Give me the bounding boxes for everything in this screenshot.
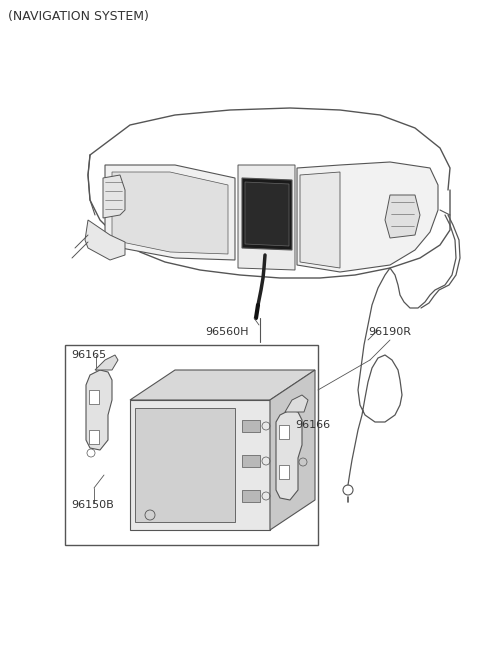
Polygon shape bbox=[238, 165, 295, 270]
Polygon shape bbox=[112, 172, 228, 254]
Circle shape bbox=[178, 183, 212, 217]
Text: 96190R: 96190R bbox=[368, 327, 411, 337]
Bar bbox=[242, 420, 260, 432]
Polygon shape bbox=[276, 410, 302, 500]
Polygon shape bbox=[285, 395, 308, 412]
Circle shape bbox=[123, 183, 167, 227]
Polygon shape bbox=[297, 162, 438, 272]
Polygon shape bbox=[245, 182, 289, 246]
Polygon shape bbox=[86, 370, 112, 450]
Bar bbox=[279, 425, 289, 439]
Polygon shape bbox=[300, 172, 340, 268]
Text: 96165: 96165 bbox=[71, 350, 106, 360]
Bar bbox=[89, 390, 99, 404]
Polygon shape bbox=[95, 355, 118, 370]
Bar bbox=[135, 408, 235, 522]
Bar bbox=[279, 465, 289, 479]
Polygon shape bbox=[385, 195, 420, 238]
Text: 96150B: 96150B bbox=[71, 500, 114, 510]
Bar bbox=[89, 430, 99, 444]
Bar bbox=[65, 345, 318, 545]
Text: 96166: 96166 bbox=[295, 420, 330, 430]
Polygon shape bbox=[105, 165, 235, 260]
Text: 96560H: 96560H bbox=[205, 327, 249, 337]
Text: (NAVIGATION SYSTEM): (NAVIGATION SYSTEM) bbox=[8, 10, 149, 23]
Bar bbox=[242, 490, 260, 502]
Polygon shape bbox=[103, 175, 125, 218]
Polygon shape bbox=[242, 178, 292, 250]
Bar bbox=[130, 400, 270, 530]
Polygon shape bbox=[85, 220, 125, 260]
Polygon shape bbox=[270, 370, 315, 530]
Polygon shape bbox=[130, 370, 315, 400]
Bar bbox=[242, 455, 260, 467]
